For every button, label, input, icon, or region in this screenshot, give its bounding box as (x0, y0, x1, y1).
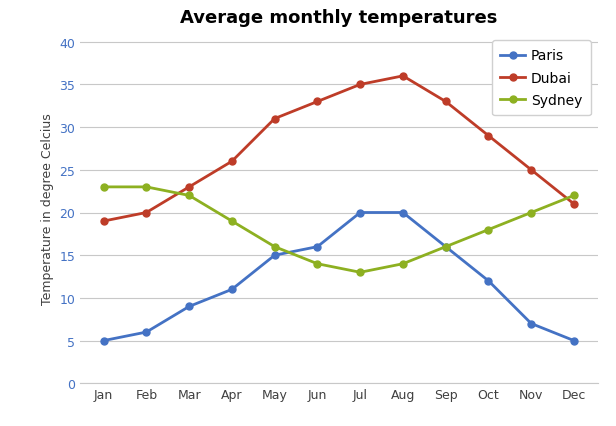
Dubai (185, 185, 193, 190)
Sydney (357, 270, 364, 275)
Sydney (271, 245, 278, 250)
Paris (485, 279, 492, 284)
Paris (399, 210, 407, 216)
Dubai (442, 100, 450, 105)
Paris (271, 253, 278, 258)
Dubai (228, 159, 235, 164)
Paris (100, 338, 107, 343)
Paris (314, 245, 321, 250)
Title: Average monthly temperatures: Average monthly temperatures (180, 9, 498, 27)
Dubai (143, 210, 150, 216)
Paris (442, 245, 450, 250)
Paris (143, 330, 150, 335)
Sydney (485, 227, 492, 233)
Sydney (143, 185, 150, 190)
Dubai (100, 219, 107, 224)
Dubai (314, 100, 321, 105)
Sydney (570, 193, 578, 199)
Y-axis label: Temperature in degree Celcius: Temperature in degree Celcius (41, 113, 54, 305)
Dubai (527, 168, 535, 173)
Dubai (271, 117, 278, 122)
Line: Paris: Paris (100, 210, 577, 344)
Sydney (185, 193, 193, 199)
Paris (228, 287, 235, 292)
Paris (570, 338, 578, 343)
Paris (357, 210, 364, 216)
Sydney (442, 245, 450, 250)
Dubai (570, 202, 578, 207)
Dubai (399, 74, 407, 79)
Line: Dubai: Dubai (100, 73, 577, 225)
Line: Sydney: Sydney (100, 184, 577, 276)
Sydney (399, 262, 407, 267)
Paris (185, 304, 193, 309)
Sydney (100, 185, 107, 190)
Sydney (314, 262, 321, 267)
Dubai (485, 134, 492, 139)
Sydney (527, 210, 535, 216)
Paris (527, 321, 535, 326)
Dubai (357, 83, 364, 88)
Legend: Paris, Dubai, Sydney: Paris, Dubai, Sydney (492, 41, 591, 116)
Sydney (228, 219, 235, 224)
